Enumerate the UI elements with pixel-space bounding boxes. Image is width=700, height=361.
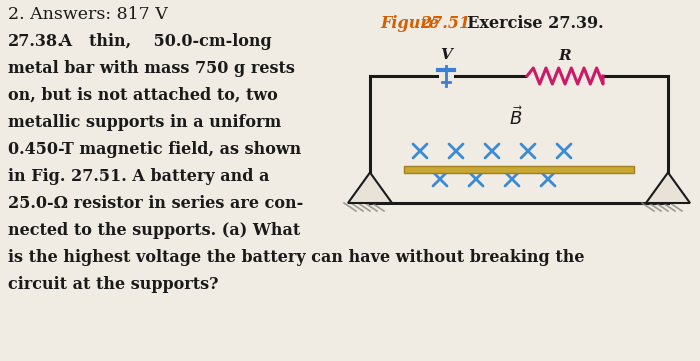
Text: 27.38.: 27.38. bbox=[8, 33, 64, 50]
Text: circuit at the supports?: circuit at the supports? bbox=[8, 276, 234, 293]
Text: A   thin,    50.0-cm-long: A thin, 50.0-cm-long bbox=[54, 33, 272, 50]
Text: 0.450-T magnetic field, as shown: 0.450-T magnetic field, as shown bbox=[8, 141, 301, 158]
Text: on, but is not attached to, two: on, but is not attached to, two bbox=[8, 87, 278, 104]
Text: is the highest voltage the battery can have without breaking the: is the highest voltage the battery can h… bbox=[8, 249, 584, 266]
Bar bbox=[404, 165, 634, 173]
Polygon shape bbox=[348, 173, 392, 203]
Text: metallic supports in a uniform: metallic supports in a uniform bbox=[8, 114, 281, 131]
Text: V: V bbox=[440, 48, 452, 62]
Text: in Fig. 27.51. A battery and a: in Fig. 27.51. A battery and a bbox=[8, 168, 270, 185]
Text: 25.0-Ω resistor in series are con-: 25.0-Ω resistor in series are con- bbox=[8, 195, 303, 212]
Text: R: R bbox=[559, 49, 571, 63]
Polygon shape bbox=[646, 173, 690, 203]
Text: Figure: Figure bbox=[380, 15, 444, 32]
Text: metal bar with mass 750 g rests: metal bar with mass 750 g rests bbox=[8, 60, 295, 77]
Text: nected to the supports. (a) What: nected to the supports. (a) What bbox=[8, 222, 300, 239]
Text: 27.51: 27.51 bbox=[420, 15, 470, 32]
Text: $\vec{B}$: $\vec{B}$ bbox=[509, 106, 523, 129]
Text: Exercise 27.39.: Exercise 27.39. bbox=[456, 15, 603, 32]
Text: 2. Answers: 817 V: 2. Answers: 817 V bbox=[8, 6, 168, 23]
